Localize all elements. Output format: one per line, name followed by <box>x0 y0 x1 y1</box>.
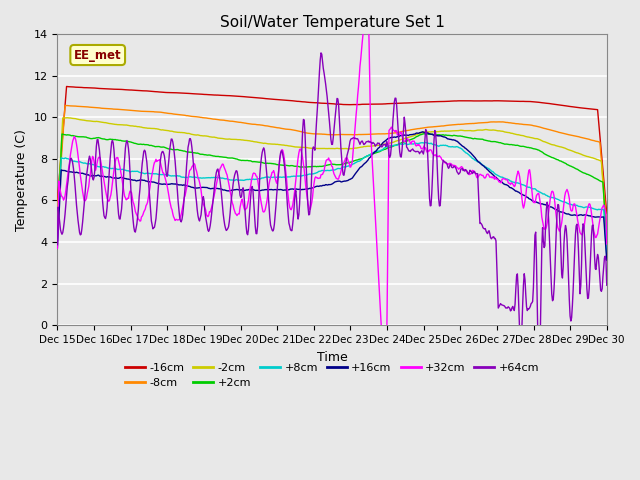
+32cm <box>54 245 61 251</box>
-16cm <box>121 87 129 93</box>
+8cm <box>399 142 406 147</box>
Line: +2cm: +2cm <box>58 134 607 242</box>
+2cm <box>415 133 422 139</box>
+32cm <box>63 176 71 181</box>
+2cm <box>120 138 128 144</box>
+2cm <box>603 240 611 245</box>
+32cm <box>603 241 611 247</box>
-2cm <box>177 130 184 135</box>
+2cm <box>63 132 71 138</box>
+32cm <box>382 406 390 412</box>
+16cm <box>603 257 611 263</box>
Line: -16cm: -16cm <box>58 86 607 214</box>
+32cm <box>176 216 184 222</box>
-2cm <box>63 115 71 120</box>
+2cm <box>399 140 406 145</box>
+16cm <box>419 129 426 135</box>
X-axis label: Time: Time <box>317 350 348 364</box>
+16cm <box>63 168 71 174</box>
+64cm <box>416 151 424 156</box>
Line: -2cm: -2cm <box>58 118 607 239</box>
+64cm <box>176 215 184 220</box>
-8cm <box>603 222 611 228</box>
+64cm <box>205 228 212 234</box>
+2cm <box>54 227 61 232</box>
-16cm <box>63 84 70 89</box>
Line: +64cm: +64cm <box>58 53 607 368</box>
-16cm <box>603 211 611 216</box>
-8cm <box>121 107 129 113</box>
+16cm <box>205 185 212 191</box>
Line: +16cm: +16cm <box>58 132 607 260</box>
+8cm <box>422 140 429 145</box>
-16cm <box>54 198 61 204</box>
+8cm <box>54 239 61 244</box>
+16cm <box>54 244 61 250</box>
+64cm <box>54 242 61 248</box>
+2cm <box>205 152 212 158</box>
+8cm <box>415 141 422 146</box>
+2cm <box>422 131 430 137</box>
+32cm <box>120 189 128 195</box>
+8cm <box>205 175 212 180</box>
+32cm <box>401 139 408 144</box>
+64cm <box>535 365 543 371</box>
-2cm <box>416 131 424 136</box>
-16cm <box>399 100 407 106</box>
+8cm <box>63 156 71 162</box>
-2cm <box>54 212 61 217</box>
Line: -8cm: -8cm <box>58 106 607 225</box>
-2cm <box>205 134 213 140</box>
+32cm <box>417 144 424 149</box>
+64cm <box>63 183 71 189</box>
Title: Soil/Water Temperature Set 1: Soil/Water Temperature Set 1 <box>220 15 445 30</box>
+16cm <box>120 175 128 181</box>
+64cm <box>603 282 611 288</box>
+16cm <box>176 182 184 188</box>
-8cm <box>54 213 61 218</box>
+64cm <box>399 127 407 132</box>
-16cm <box>416 99 424 105</box>
-2cm <box>399 136 407 142</box>
-2cm <box>64 115 72 121</box>
+32cm <box>205 213 212 218</box>
+16cm <box>399 132 406 138</box>
-8cm <box>416 126 424 132</box>
-8cm <box>64 103 72 108</box>
Line: +32cm: +32cm <box>58 0 607 409</box>
Line: +8cm: +8cm <box>58 143 607 256</box>
+64cm <box>120 167 128 173</box>
Legend: -16cm, -8cm, -2cm, +2cm, +8cm, +16cm, +32cm, +64cm: -16cm, -8cm, -2cm, +2cm, +8cm, +16cm, +3… <box>120 358 544 393</box>
-16cm <box>205 92 213 97</box>
-8cm <box>62 103 70 108</box>
-2cm <box>603 236 611 241</box>
+64cm <box>317 50 325 56</box>
-8cm <box>177 112 184 118</box>
-16cm <box>177 90 184 96</box>
+8cm <box>176 173 184 179</box>
-2cm <box>121 122 129 128</box>
+16cm <box>415 130 422 136</box>
-16cm <box>64 84 72 89</box>
-8cm <box>205 116 213 121</box>
+2cm <box>176 147 184 153</box>
Text: EE_met: EE_met <box>74 48 122 61</box>
+8cm <box>120 167 128 173</box>
+8cm <box>603 253 611 259</box>
-8cm <box>399 128 407 134</box>
Y-axis label: Temperature (C): Temperature (C) <box>15 129 28 230</box>
